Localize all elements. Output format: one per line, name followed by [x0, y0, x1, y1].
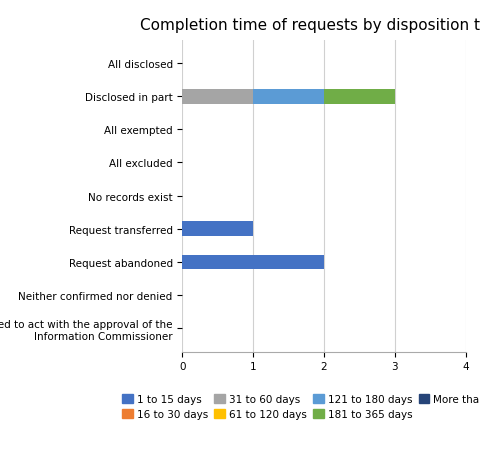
- Bar: [182, 255, 324, 270]
- Bar: [182, 89, 253, 104]
- Bar: [324, 89, 395, 104]
- Bar: [182, 222, 253, 237]
- Bar: [253, 89, 324, 104]
- Legend: 1 to 15 days, 16 to 30 days, 31 to 60 days, 61 to 120 days, 121 to 180 days, 181: 1 to 15 days, 16 to 30 days, 31 to 60 da…: [122, 394, 480, 419]
- Title: Completion time of requests by disposition type: Completion time of requests by dispositi…: [140, 18, 480, 32]
